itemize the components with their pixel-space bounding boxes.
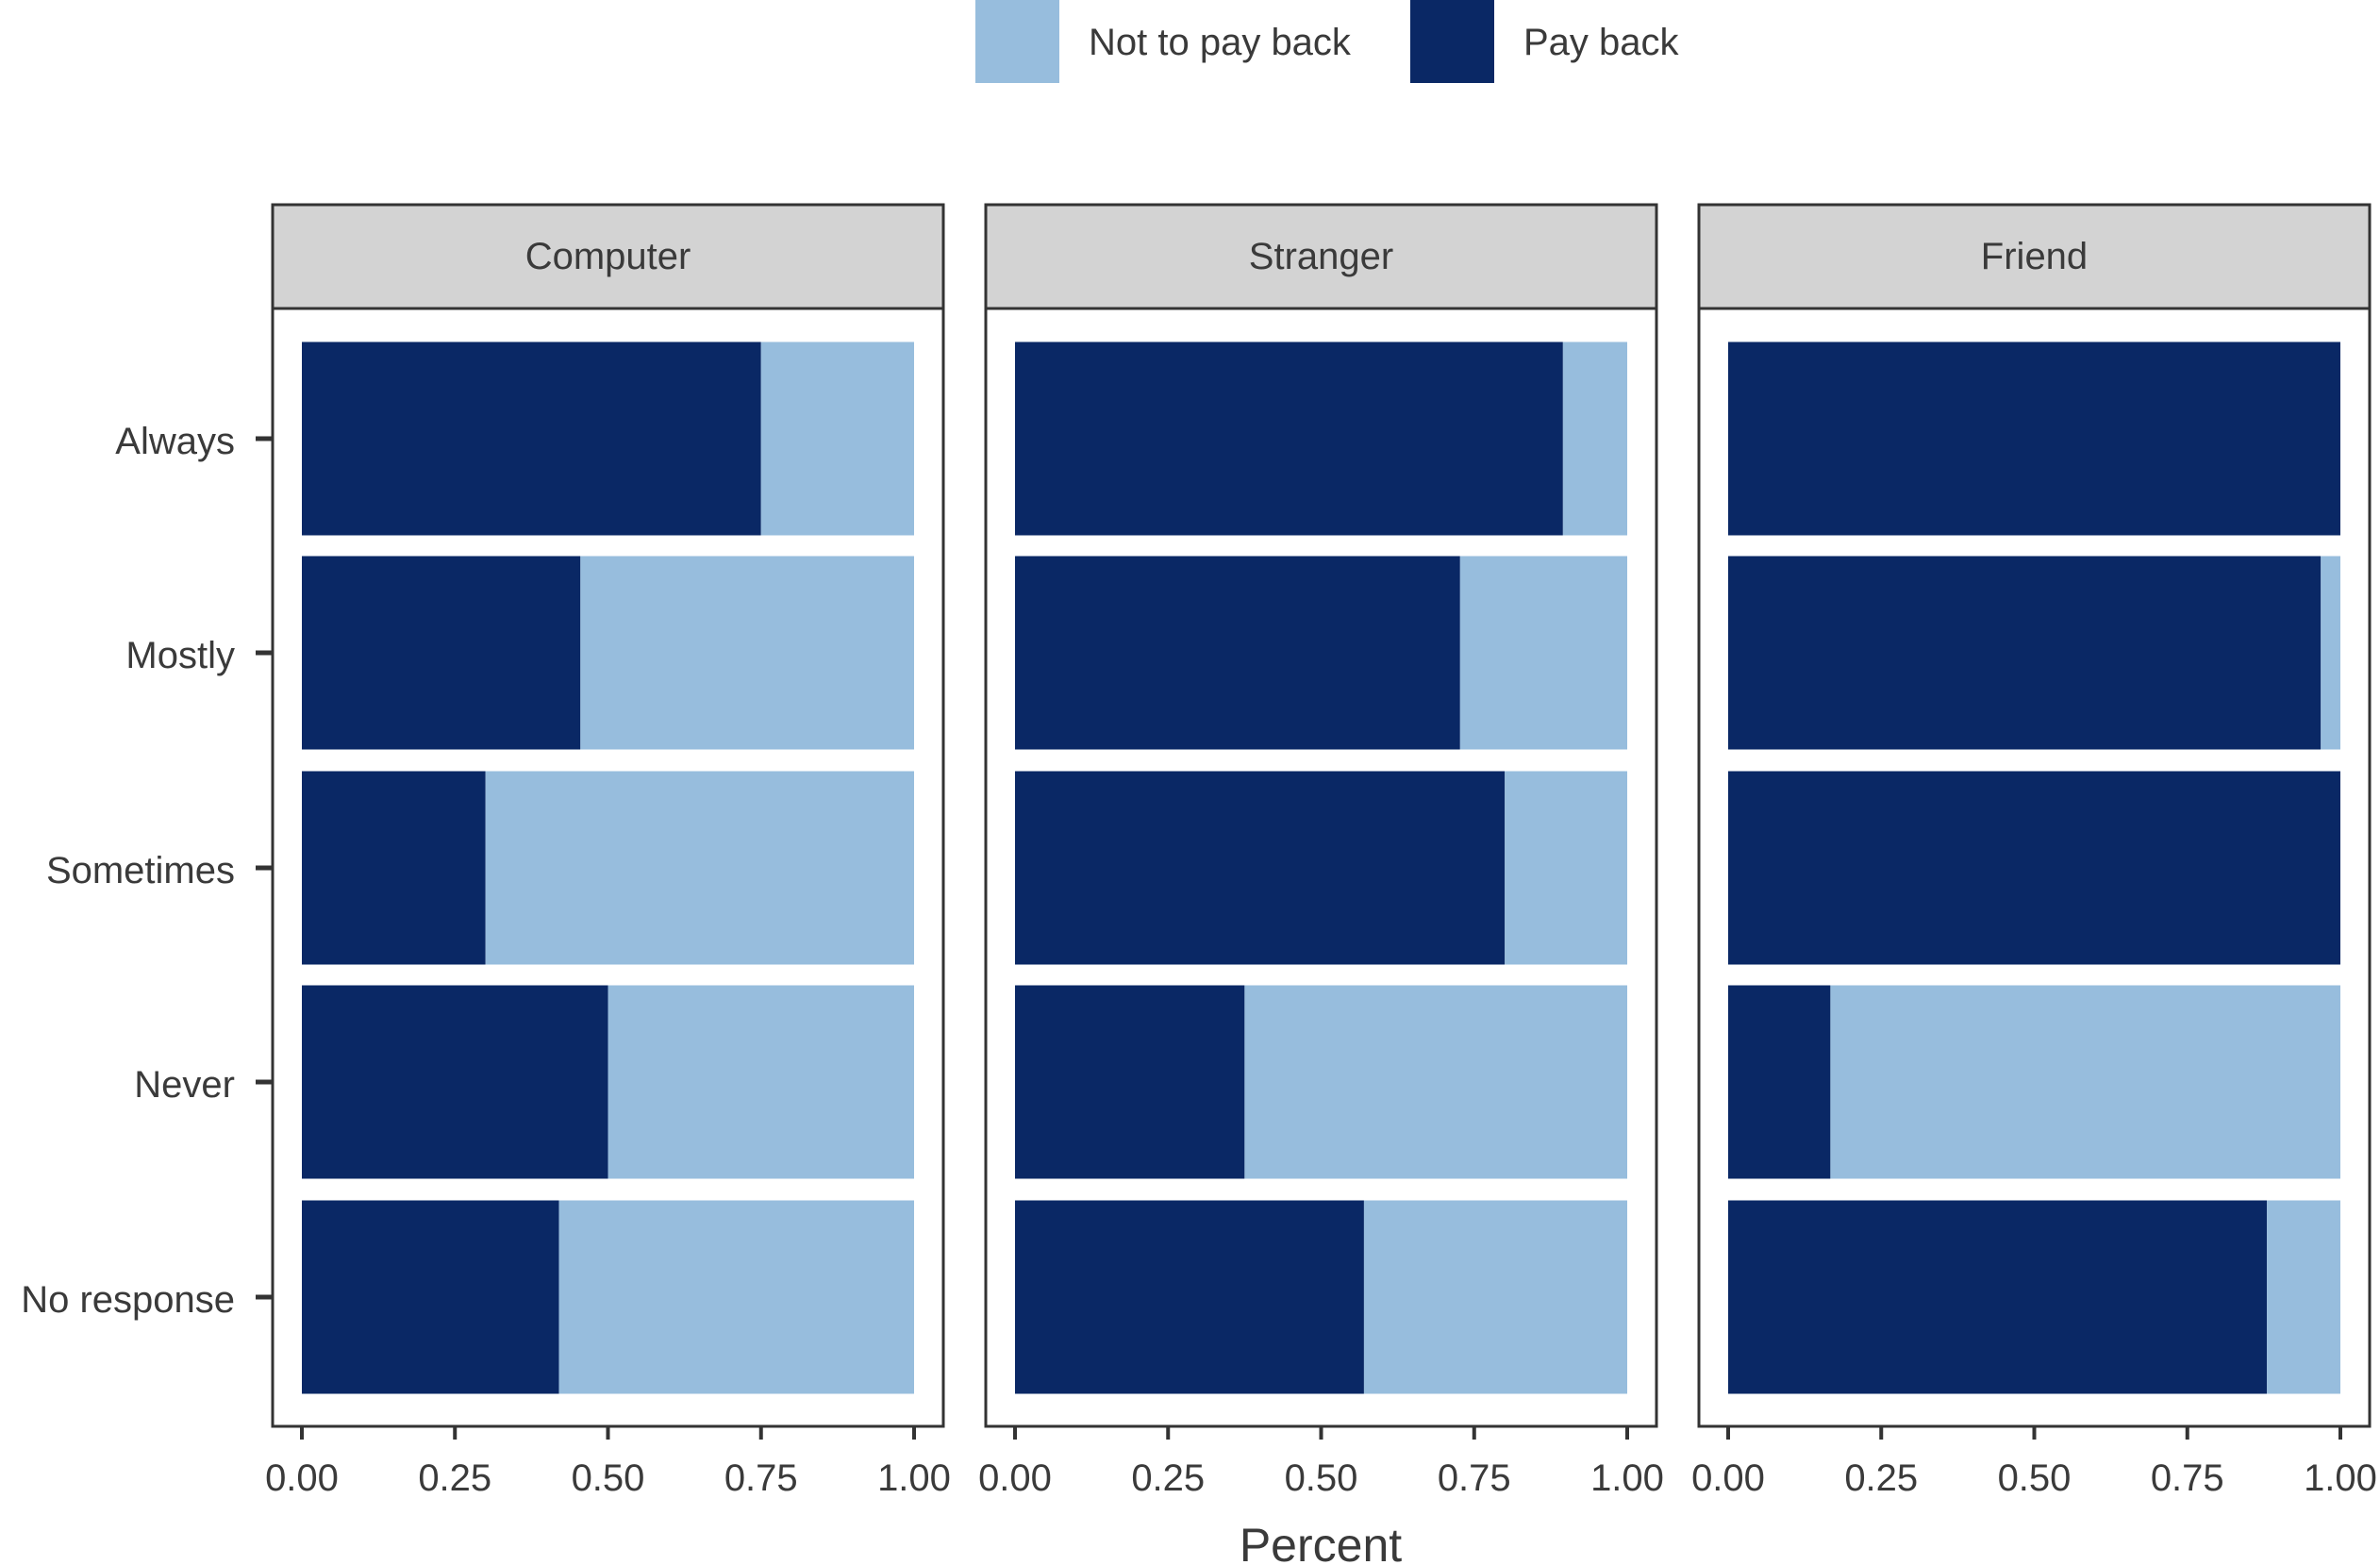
x-tick-label-friend-4: 1.00 xyxy=(2304,1457,2377,1499)
bar-stranger-sometimes-not-to-pay-back xyxy=(1505,771,1627,965)
bar-stranger-no-response-pay-back xyxy=(1015,1200,1364,1394)
panel-title-stranger: Stranger xyxy=(1249,236,1393,277)
y-axis: Always Mostly Sometimes Never No respons… xyxy=(21,421,235,1321)
bar-friend-never-not-to-pay-back xyxy=(1830,985,2340,1179)
bar-computer-mostly-pay-back xyxy=(302,556,581,750)
panel-friend: Friend 0.00 0.25 0.50 0.75 1.00 xyxy=(1691,203,2377,1499)
bar-computer-sometimes-pay-back xyxy=(302,771,486,965)
x-tick-label-stranger-0: 0.00 xyxy=(978,1457,1052,1499)
bar-computer-no-response-pay-back xyxy=(302,1200,559,1394)
bar-computer-mostly-not-to-pay-back xyxy=(580,556,914,750)
x-tick-label-friend-2: 0.50 xyxy=(1998,1457,2072,1499)
legend-label-not-to-pay-back: Not to pay back xyxy=(1089,22,1352,63)
x-tick-label-stranger-2: 0.50 xyxy=(1285,1457,1358,1499)
panel-title-friend: Friend xyxy=(1981,236,2088,277)
bar-stranger-sometimes-pay-back xyxy=(1015,771,1506,965)
legend: Not to pay back Pay back xyxy=(975,0,1680,83)
bar-friend-never-pay-back xyxy=(1728,985,1831,1179)
y-tick-label-always: Always xyxy=(115,421,235,462)
y-tick-label-never: Never xyxy=(134,1064,235,1106)
bar-stranger-always-pay-back xyxy=(1015,341,1563,536)
bar-friend-mostly-pay-back xyxy=(1728,556,2322,750)
bar-friend-always-pay-back xyxy=(1728,341,2340,536)
bar-friend-no-response-pay-back xyxy=(1728,1200,2268,1394)
bar-friend-no-response-not-to-pay-back xyxy=(2267,1200,2340,1394)
x-tick-label-stranger-3: 0.75 xyxy=(1438,1457,1511,1499)
bar-friend-mostly-not-to-pay-back xyxy=(2321,556,2340,750)
x-tick-label-stranger-4: 1.00 xyxy=(1590,1457,1664,1499)
bar-stranger-always-not-to-pay-back xyxy=(1562,341,1627,536)
panel-computer: Computer 0.00 0.25 0.50 0.75 1.00 xyxy=(256,203,951,1499)
x-tick-label-friend-1: 0.25 xyxy=(1844,1457,1918,1499)
bar-stranger-mostly-pay-back xyxy=(1015,556,1460,750)
legend-label-pay-back: Pay back xyxy=(1523,22,1680,63)
x-tick-label-computer-3: 0.75 xyxy=(724,1457,798,1499)
bar-friend-sometimes-pay-back xyxy=(1728,771,2340,965)
legend-swatch-pay-back xyxy=(1410,0,1494,83)
facet-panels: Computer 0.00 0.25 0.50 0.75 1.00 Stranger 0.00… xyxy=(256,203,2377,1499)
x-tick-label-stranger-1: 0.25 xyxy=(1131,1457,1205,1499)
bar-computer-always-not-to-pay-back xyxy=(760,341,914,536)
panel-strip-friend xyxy=(1697,203,2372,310)
y-tick-label-no-response: No response xyxy=(21,1279,235,1321)
panel-strip-stranger xyxy=(984,203,1658,310)
bar-stranger-never-not-to-pay-back xyxy=(1244,985,1627,1179)
legend-swatch-not-to-pay-back xyxy=(975,0,1059,83)
bar-computer-never-not-to-pay-back xyxy=(607,985,914,1179)
bar-stranger-mostly-not-to-pay-back xyxy=(1459,556,1627,750)
panel-strip-computer xyxy=(271,203,945,310)
panel-stranger: Stranger 0.00 0.25 0.50 0.75 1.00 xyxy=(978,203,1664,1499)
x-tick-label-computer-0: 0.00 xyxy=(265,1457,339,1499)
x-axis-title: Percent xyxy=(1240,1519,1402,1565)
bar-stranger-never-pay-back xyxy=(1015,985,1245,1179)
x-tick-label-computer-1: 0.25 xyxy=(418,1457,491,1499)
x-tick-label-computer-2: 0.50 xyxy=(572,1457,645,1499)
y-tick-label-mostly: Mostly xyxy=(125,635,235,676)
bar-computer-no-response-not-to-pay-back xyxy=(558,1200,914,1394)
panel-title-computer: Computer xyxy=(525,236,691,277)
y-tick-label-sometimes: Sometimes xyxy=(46,850,235,891)
bar-computer-never-pay-back xyxy=(302,985,608,1179)
bar-computer-sometimes-not-to-pay-back xyxy=(485,771,914,965)
bar-stranger-no-response-not-to-pay-back xyxy=(1363,1200,1627,1394)
x-tick-label-computer-4: 1.00 xyxy=(877,1457,951,1499)
x-tick-label-friend-3: 0.75 xyxy=(2151,1457,2224,1499)
x-tick-label-friend-0: 0.00 xyxy=(1691,1457,1765,1499)
bar-computer-always-pay-back xyxy=(302,341,761,536)
